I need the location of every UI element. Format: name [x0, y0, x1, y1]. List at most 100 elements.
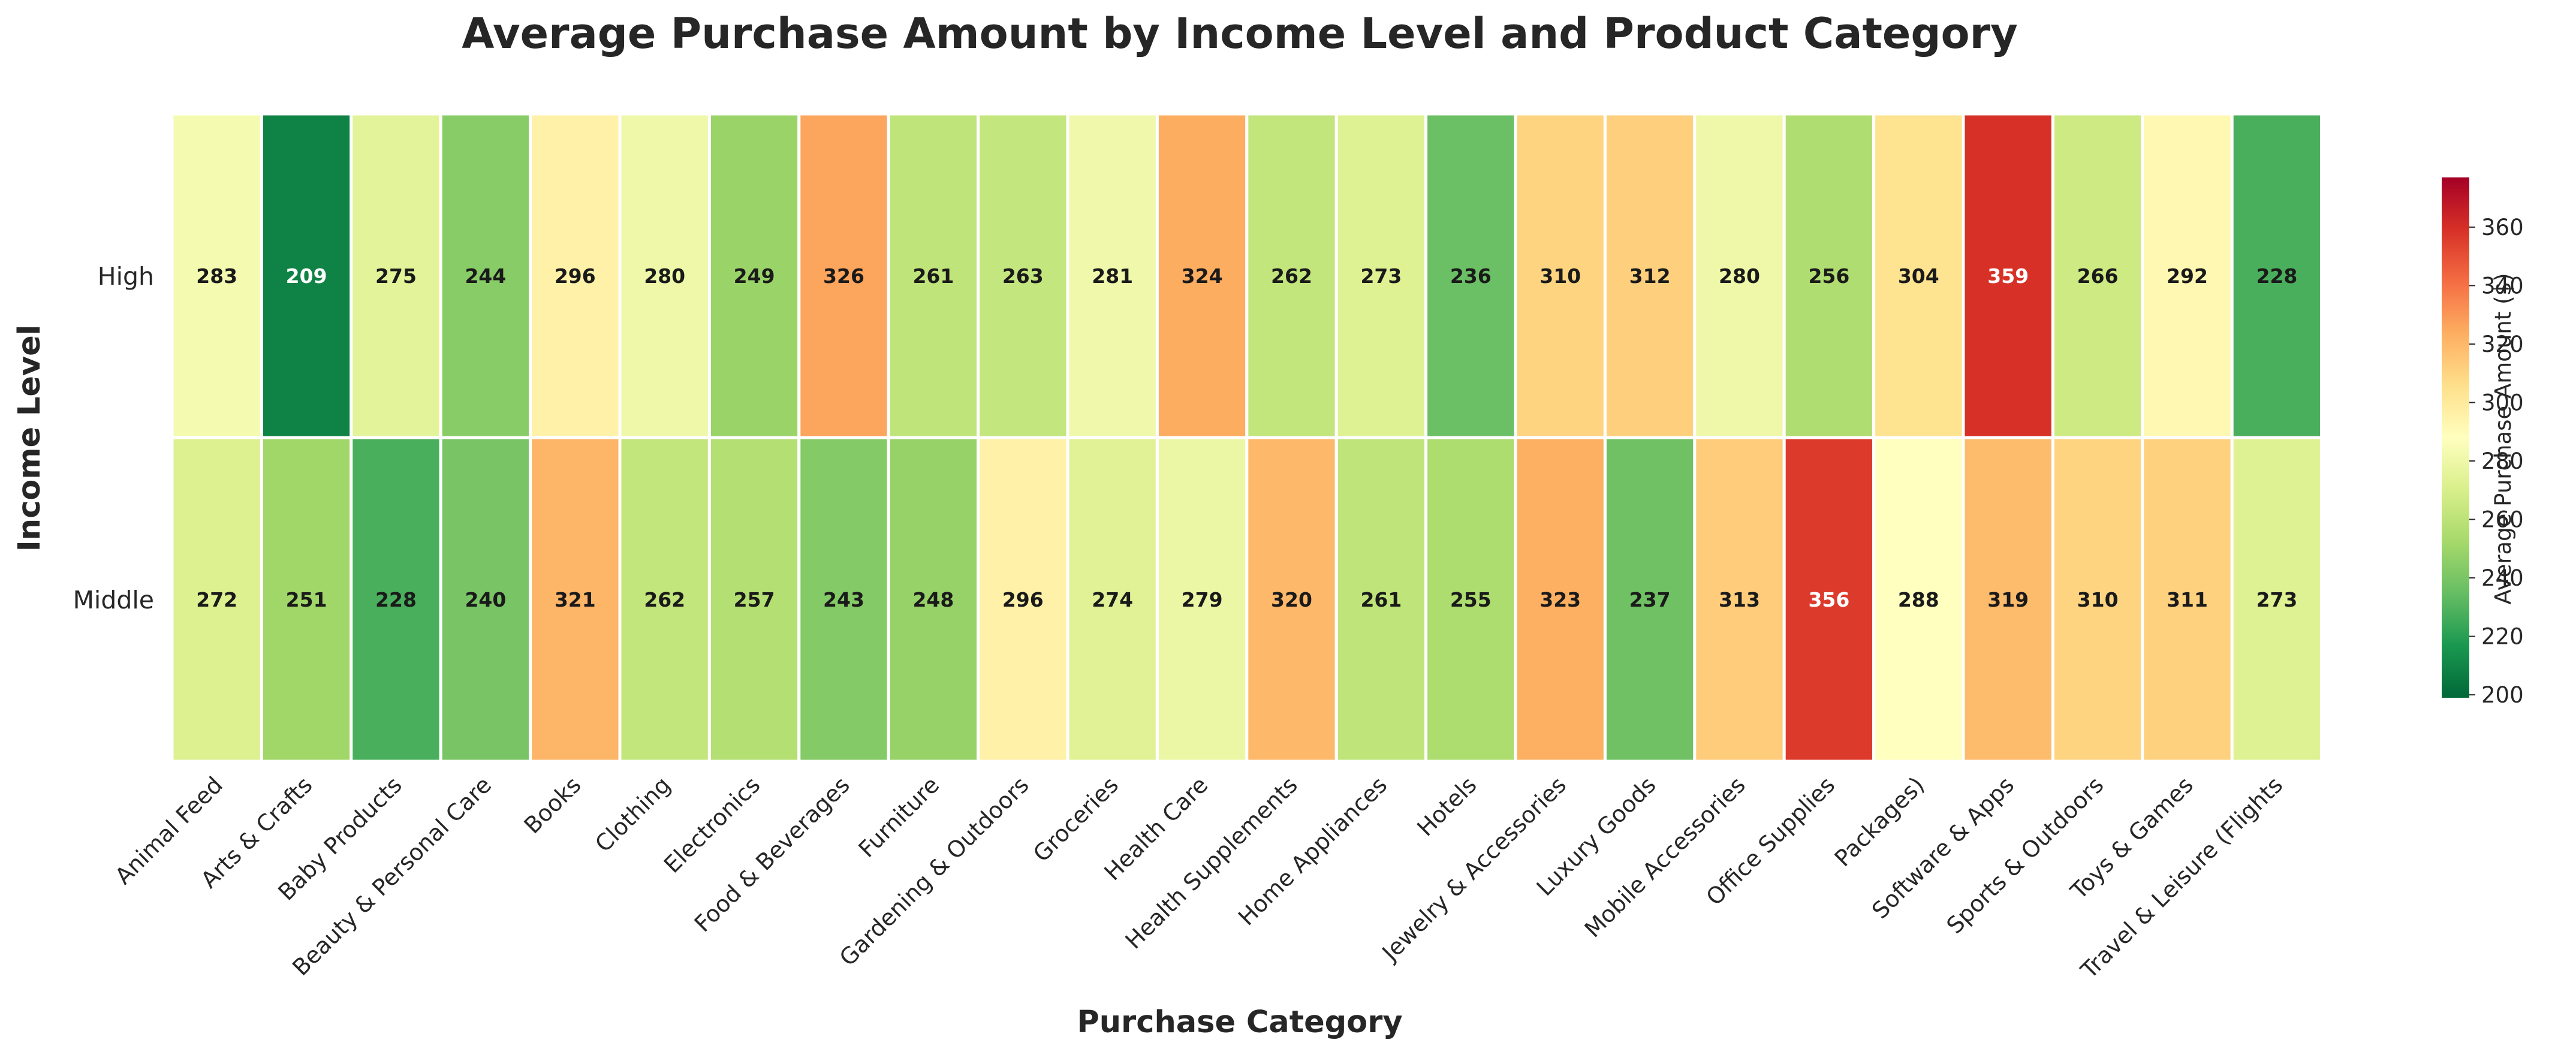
y-axis-title: Income Level	[12, 325, 47, 551]
cell-value-label: 326	[823, 264, 864, 288]
colorbar-tick-label: 260	[2481, 507, 2524, 533]
cell-value-label: 237	[1629, 588, 1671, 611]
cell-value-label: 312	[1629, 264, 1671, 288]
cell-value-label: 272	[196, 588, 237, 611]
heatmap-cell	[1334, 436, 1428, 763]
cell-value-label: 321	[555, 588, 596, 611]
cell-value-label: 262	[644, 588, 685, 611]
cell-value-label: 249	[734, 264, 775, 288]
heatmap-cell	[2141, 436, 2234, 763]
cell-value-label: 275	[375, 264, 417, 288]
cell-value-label: 281	[1092, 264, 1133, 288]
heatmap-cell	[707, 436, 801, 763]
cell-value-label: 228	[375, 588, 417, 611]
cell-value-label: 209	[286, 264, 327, 288]
heatmap-cell	[1155, 436, 1249, 763]
heatmap-cell	[1424, 436, 1517, 763]
heatmap-cell	[1334, 112, 1428, 439]
heatmap-cell	[1514, 112, 1607, 439]
heatmap-cell	[2051, 112, 2144, 439]
cell-value-label: 273	[2256, 588, 2297, 611]
cell-value-label: 310	[2077, 588, 2119, 611]
cell-value-label: 283	[196, 264, 237, 288]
cell-value-label: 266	[2077, 264, 2119, 288]
cell-value-label: 251	[286, 588, 327, 611]
cell-value-label: 263	[1002, 264, 1044, 288]
heatmap-cell	[797, 112, 890, 439]
cell-value-label: 273	[1360, 264, 1402, 288]
heatmap-cell	[1155, 112, 1249, 439]
x-tick-label: Packages)	[1830, 771, 1930, 872]
heatmap-cell	[350, 436, 442, 763]
cell-value-label: 296	[555, 264, 596, 288]
y-tick-label: Middle	[73, 586, 154, 614]
x-tick-label: Health Supplements	[1120, 771, 1303, 954]
cell-value-label: 304	[1898, 264, 1939, 288]
heatmap-cell	[977, 436, 1069, 763]
cell-value-label: 261	[912, 264, 954, 288]
heatmap-cell	[1962, 112, 2054, 439]
heatmap-cell	[170, 112, 263, 439]
cell-value-label: 320	[1271, 588, 1312, 611]
colorbar-label: Average Purchase Amount ($)	[2490, 273, 2516, 604]
cell-value-label: 311	[2167, 588, 2208, 611]
x-tick-label: Sports & Outdoors	[1941, 771, 2108, 939]
heatmap-cell	[618, 112, 711, 439]
colorbar-tick-label: 360	[2481, 215, 2524, 240]
cell-value-label: 228	[2256, 264, 2297, 288]
cell-value-label: 274	[1092, 588, 1133, 611]
colorbar-tick-label: 300	[2481, 390, 2524, 415]
cell-value-label: 313	[1719, 588, 1760, 611]
heatmap-cell	[1962, 436, 2054, 763]
heatmap-cell	[1782, 112, 1876, 439]
cell-value-label: 240	[465, 588, 506, 611]
cell-value-label: 359	[1987, 264, 2029, 288]
cell-value-label: 248	[912, 588, 954, 611]
cell-value-label: 279	[1182, 588, 1223, 611]
chart-title: Average Purchase Amount by Income Level …	[462, 9, 2017, 58]
cell-value-label: 288	[1898, 588, 1939, 611]
heatmap-cell	[2230, 436, 2324, 763]
heatmap-cell	[1872, 112, 1965, 439]
y-axis-ticks: High Middle	[73, 262, 154, 614]
colorbar-tick-label: 340	[2481, 273, 2524, 299]
cell-value-label: 280	[1719, 264, 1760, 288]
heatmap-cells	[170, 112, 2324, 763]
colorbar-tick-label: 320	[2481, 331, 2524, 357]
cell-value-label: 280	[644, 264, 685, 288]
heatmap-cell	[1693, 112, 1786, 439]
x-tick-label: Home Appliances	[1233, 771, 1392, 930]
colorbar: 200 220 240 260 280 300 320 340 360 Average Purc…	[2442, 177, 2524, 708]
cell-value-label: 323	[1539, 588, 1581, 611]
x-tick-label: Groceries	[1028, 771, 1123, 867]
x-tick-label: Gardening & Outdoors	[834, 771, 1034, 971]
colorbar-tick-label: 240	[2481, 565, 2524, 591]
cell-value-label: 257	[734, 588, 775, 611]
heatmap-cell	[260, 112, 353, 439]
cell-value-label: 236	[1450, 264, 1492, 288]
cell-value-label: 262	[1271, 264, 1312, 288]
cell-value-label: 243	[823, 588, 864, 611]
cell-value-label: 292	[2167, 264, 2208, 288]
x-tick-label: Books	[519, 771, 586, 839]
heatmap-cell	[2051, 436, 2144, 763]
heatmap-cell	[1066, 436, 1159, 763]
heatmap-cell	[2141, 112, 2234, 439]
cell-value-label: 356	[1808, 588, 1849, 611]
heatmap-cell	[977, 112, 1069, 439]
heatmap-cell-labels: 283 209 275 244 296 280 249 326 261 263 281 324 262 2…	[196, 264, 2297, 611]
cell-value-label: 324	[1182, 264, 1223, 288]
cell-value-label: 261	[1360, 588, 1402, 611]
cell-value-label: 256	[1808, 264, 1849, 288]
cell-value-label: 310	[1539, 264, 1581, 288]
heatmap-cell	[1693, 436, 1786, 763]
cell-value-label: 319	[1987, 588, 2029, 611]
colorbar-tick-label: 280	[2481, 448, 2524, 474]
heatmap-cell	[1782, 436, 1876, 763]
colorbar-tick-label: 220	[2481, 624, 2524, 650]
colorbar-tick-label: 200	[2481, 682, 2524, 708]
heatmap-cell	[2230, 112, 2324, 439]
heatmap-cell	[1603, 436, 1697, 763]
heatmap-cell	[529, 436, 622, 763]
